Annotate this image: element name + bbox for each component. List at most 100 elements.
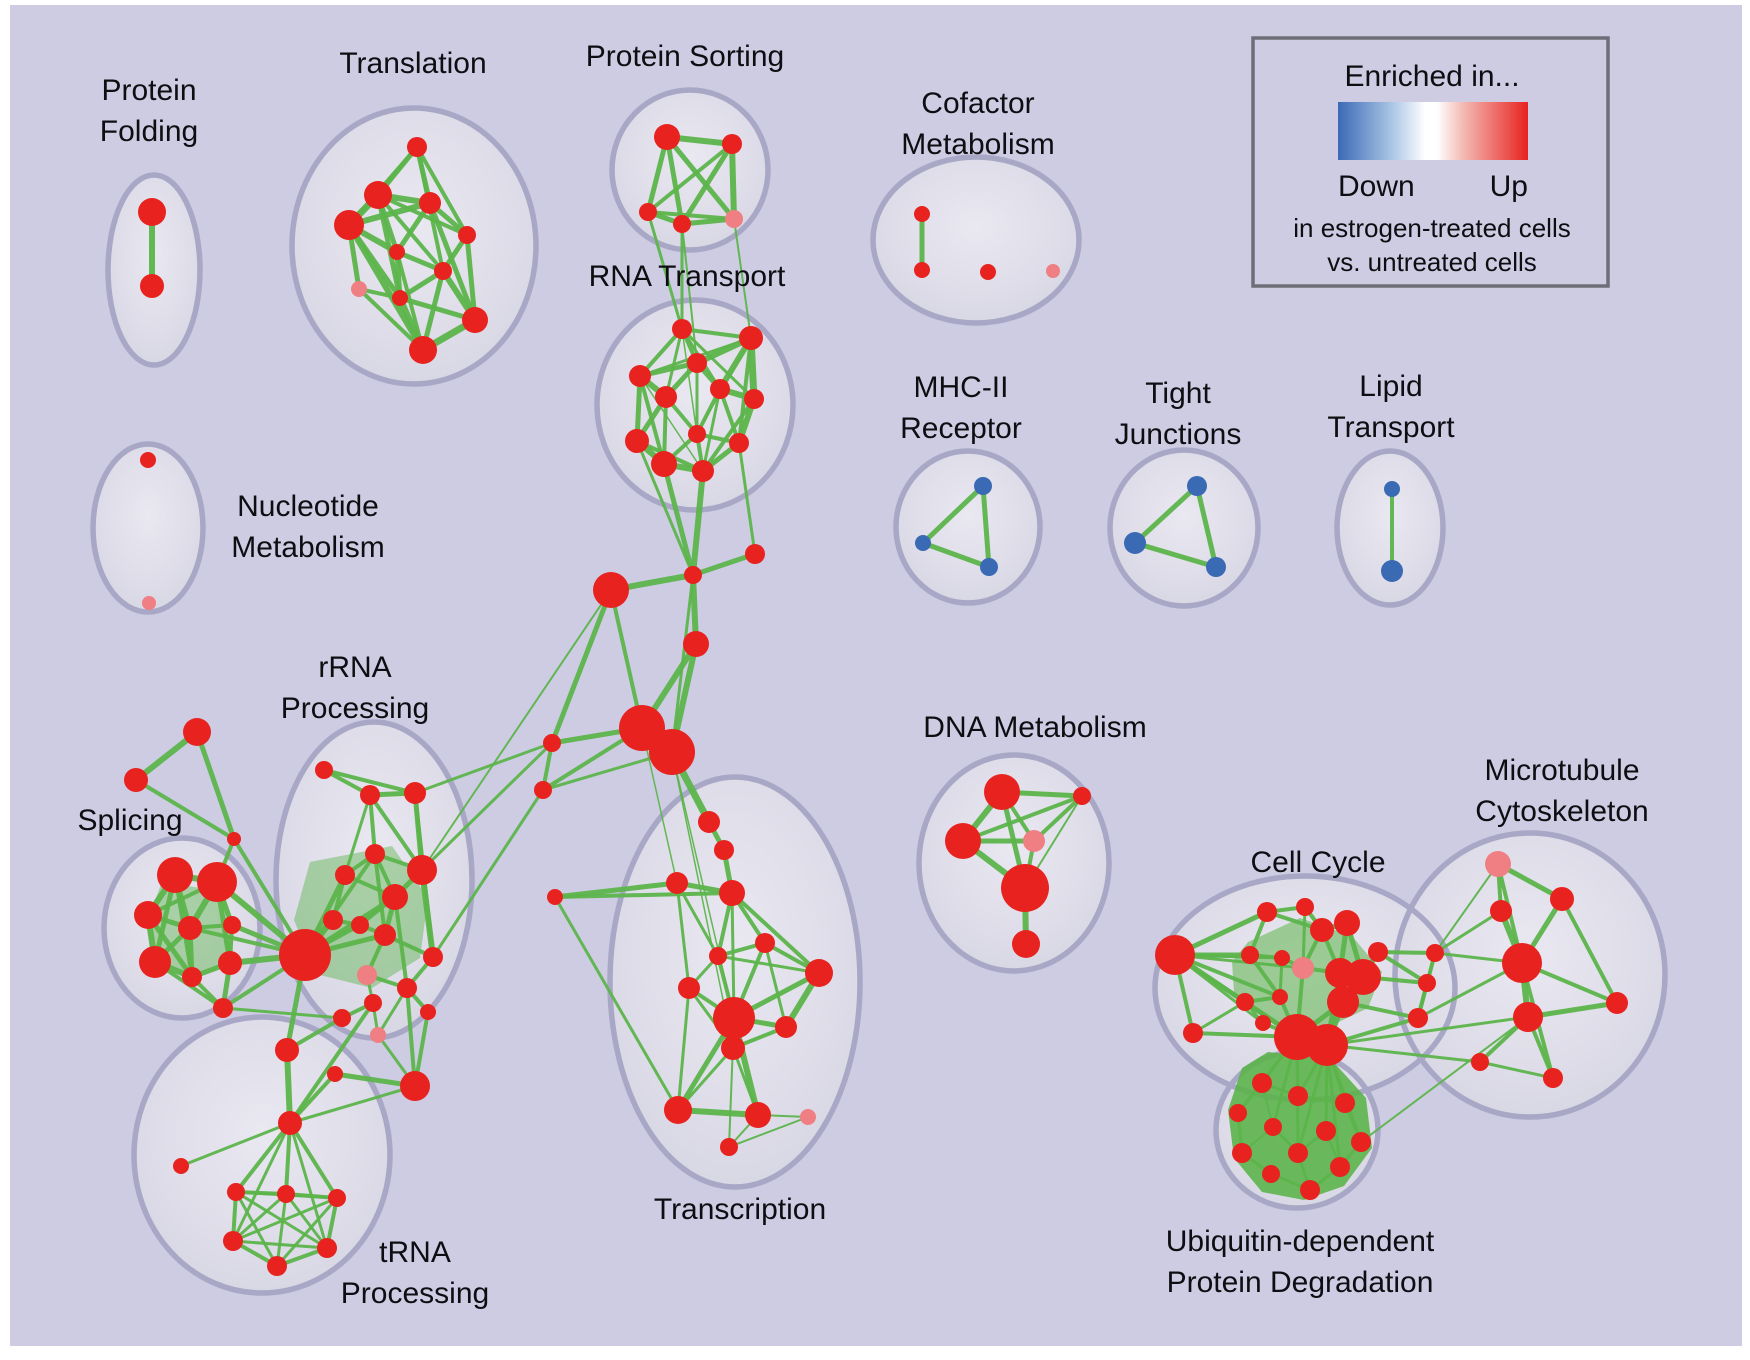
cluster-border-microtubule-cytoskeleton xyxy=(1392,830,1668,1120)
network-node-k4 xyxy=(1310,918,1334,942)
legend-subtitle-line2: vs. untreated cells xyxy=(1327,247,1537,277)
network-edge-ps3-ps5 xyxy=(646,210,736,221)
network-edge-g1-w3 xyxy=(288,1121,339,1200)
network-node-t4 xyxy=(334,210,364,240)
network-edge-m4b-kb2 xyxy=(1325,1015,1530,1047)
legend-title: Enriched in... xyxy=(1344,60,1519,93)
network-edge-j1-m3 xyxy=(1433,909,1503,955)
network-edge-x2-x5 xyxy=(730,891,821,975)
network-node-t10 xyxy=(462,307,488,333)
network-node-w3 xyxy=(328,1189,346,1207)
network-node-tj2 xyxy=(1124,532,1146,554)
network-edge-d2-d3 xyxy=(961,794,1084,843)
network-node-n15 xyxy=(370,1027,386,1043)
network-node-r8 xyxy=(688,425,706,443)
network-node-s7 xyxy=(182,967,202,987)
network-edge-t1-t5 xyxy=(415,145,469,237)
network-node-d3 xyxy=(945,823,981,859)
network-edge-j1-m1 xyxy=(1434,863,1499,954)
network-node-w2 xyxy=(277,1185,295,1203)
network-edge-mh1-mh3 xyxy=(980,483,992,570)
network-node-l3 xyxy=(547,889,563,905)
cluster-label-splicing: Splicing xyxy=(77,804,182,837)
network-node-tr2 xyxy=(124,768,148,792)
network-node-u2 xyxy=(327,1066,343,1082)
network-edge-ps1-ps4 xyxy=(664,134,685,227)
network-node-k16 xyxy=(1183,1023,1203,1043)
network-edge-r1-r7 xyxy=(680,327,756,401)
network-node-x13 xyxy=(720,1138,738,1156)
network-edge-x4-x8 xyxy=(763,941,788,1029)
network-node-d6 xyxy=(1012,930,1040,958)
network-node-ps4 xyxy=(673,215,691,233)
network-edge-m4b-m5 xyxy=(1525,1000,1620,1020)
network-node-q10 xyxy=(1330,1157,1350,1177)
network-node-k13 xyxy=(1272,989,1288,1005)
network-node-q11 xyxy=(1262,1165,1280,1183)
network-node-n9 xyxy=(351,916,369,934)
cluster-label-cofactor-metabolism: Cofactor Metabolism xyxy=(901,87,1054,161)
network-node-f3 xyxy=(980,264,996,280)
cluster-label-protein-folding: Protein Folding xyxy=(100,74,198,148)
network-node-x2 xyxy=(719,880,745,906)
network-node-w5 xyxy=(317,1238,337,1258)
network-node-f4 xyxy=(1046,264,1060,278)
cluster-label-translation: Translation xyxy=(339,47,486,80)
network-node-t1 xyxy=(407,137,427,157)
network-edge-tr1-tr3 xyxy=(194,729,237,842)
network-node-pf1 xyxy=(138,198,166,226)
cluster-label-trna-processing: tRNA Processing xyxy=(341,1236,489,1310)
network-node-q1 xyxy=(1252,1073,1272,1093)
network-node-n16 xyxy=(275,1038,299,1062)
network-edge-n13-g1 xyxy=(288,1001,375,1125)
network-edge-r11-c1 xyxy=(661,461,696,578)
node-layer xyxy=(124,124,1628,1276)
network-edge-x6-x10 xyxy=(676,986,691,1112)
network-node-j1 xyxy=(1426,944,1444,962)
network-node-p1 xyxy=(698,811,720,833)
network-edge-ps1-ps5 xyxy=(664,134,737,222)
network-edge-n1-n3 xyxy=(322,768,417,795)
network-node-m3 xyxy=(1490,900,1512,922)
label-layer: Protein Folding Translation Protein Sorting… xyxy=(77,40,1648,1310)
network-node-k14 xyxy=(1327,986,1359,1018)
network-edge-m9-kb2 xyxy=(1325,1043,1482,1064)
network-edge-tj2-tj3 xyxy=(1132,540,1219,570)
network-node-x8 xyxy=(775,1016,797,1038)
network-node-r1 xyxy=(672,319,692,339)
cluster-border-cofactor-metabolism xyxy=(870,154,1082,326)
network-node-k11 xyxy=(1368,942,1388,962)
legend-up-label: Up xyxy=(1490,170,1528,203)
network-node-mh1 xyxy=(974,477,992,495)
network-node-r3 xyxy=(687,353,707,373)
network-edge-r4-r12 xyxy=(639,375,704,472)
network-edge-r2-r10 xyxy=(737,336,753,445)
network-node-nm1 xyxy=(140,452,156,468)
network-node-r2 xyxy=(739,326,763,350)
cluster-label-protein-sorting: Protein Sorting xyxy=(586,40,784,73)
network-edge-t3-t10 xyxy=(427,200,478,323)
network-node-s3 xyxy=(134,901,162,929)
network-node-q3 xyxy=(1335,1093,1355,1113)
network-edge-m2-m5 xyxy=(1560,897,1619,1005)
network-node-p2 xyxy=(714,840,734,860)
network-node-c3 xyxy=(593,572,629,608)
network-edge-t5-t10 xyxy=(464,232,478,323)
network-node-k2 xyxy=(1257,902,1277,922)
network-node-s4 xyxy=(178,916,202,940)
network-node-m8 xyxy=(1543,1068,1563,1088)
network-edge-n12-u3 xyxy=(405,986,417,1088)
network-node-d1 xyxy=(984,774,1020,810)
network-edge-x6-x9 xyxy=(687,986,735,1050)
network-edge-c2-c1 xyxy=(690,551,758,578)
cluster-label-nucleotide-metabolism: Nucleotide Metabolism xyxy=(231,490,384,564)
network-node-n4 xyxy=(365,844,385,864)
network-node-lt2 xyxy=(1381,560,1403,582)
network-node-m4b xyxy=(1513,1002,1543,1032)
network-node-x5 xyxy=(805,959,833,987)
network-node-q6 xyxy=(1316,1121,1336,1141)
cluster-region-nucleotide-metabolism xyxy=(93,444,203,612)
network-edge-x1-x6 xyxy=(675,881,691,990)
network-edge-n16-g1 xyxy=(284,1047,293,1126)
network-node-lt1 xyxy=(1384,481,1400,497)
